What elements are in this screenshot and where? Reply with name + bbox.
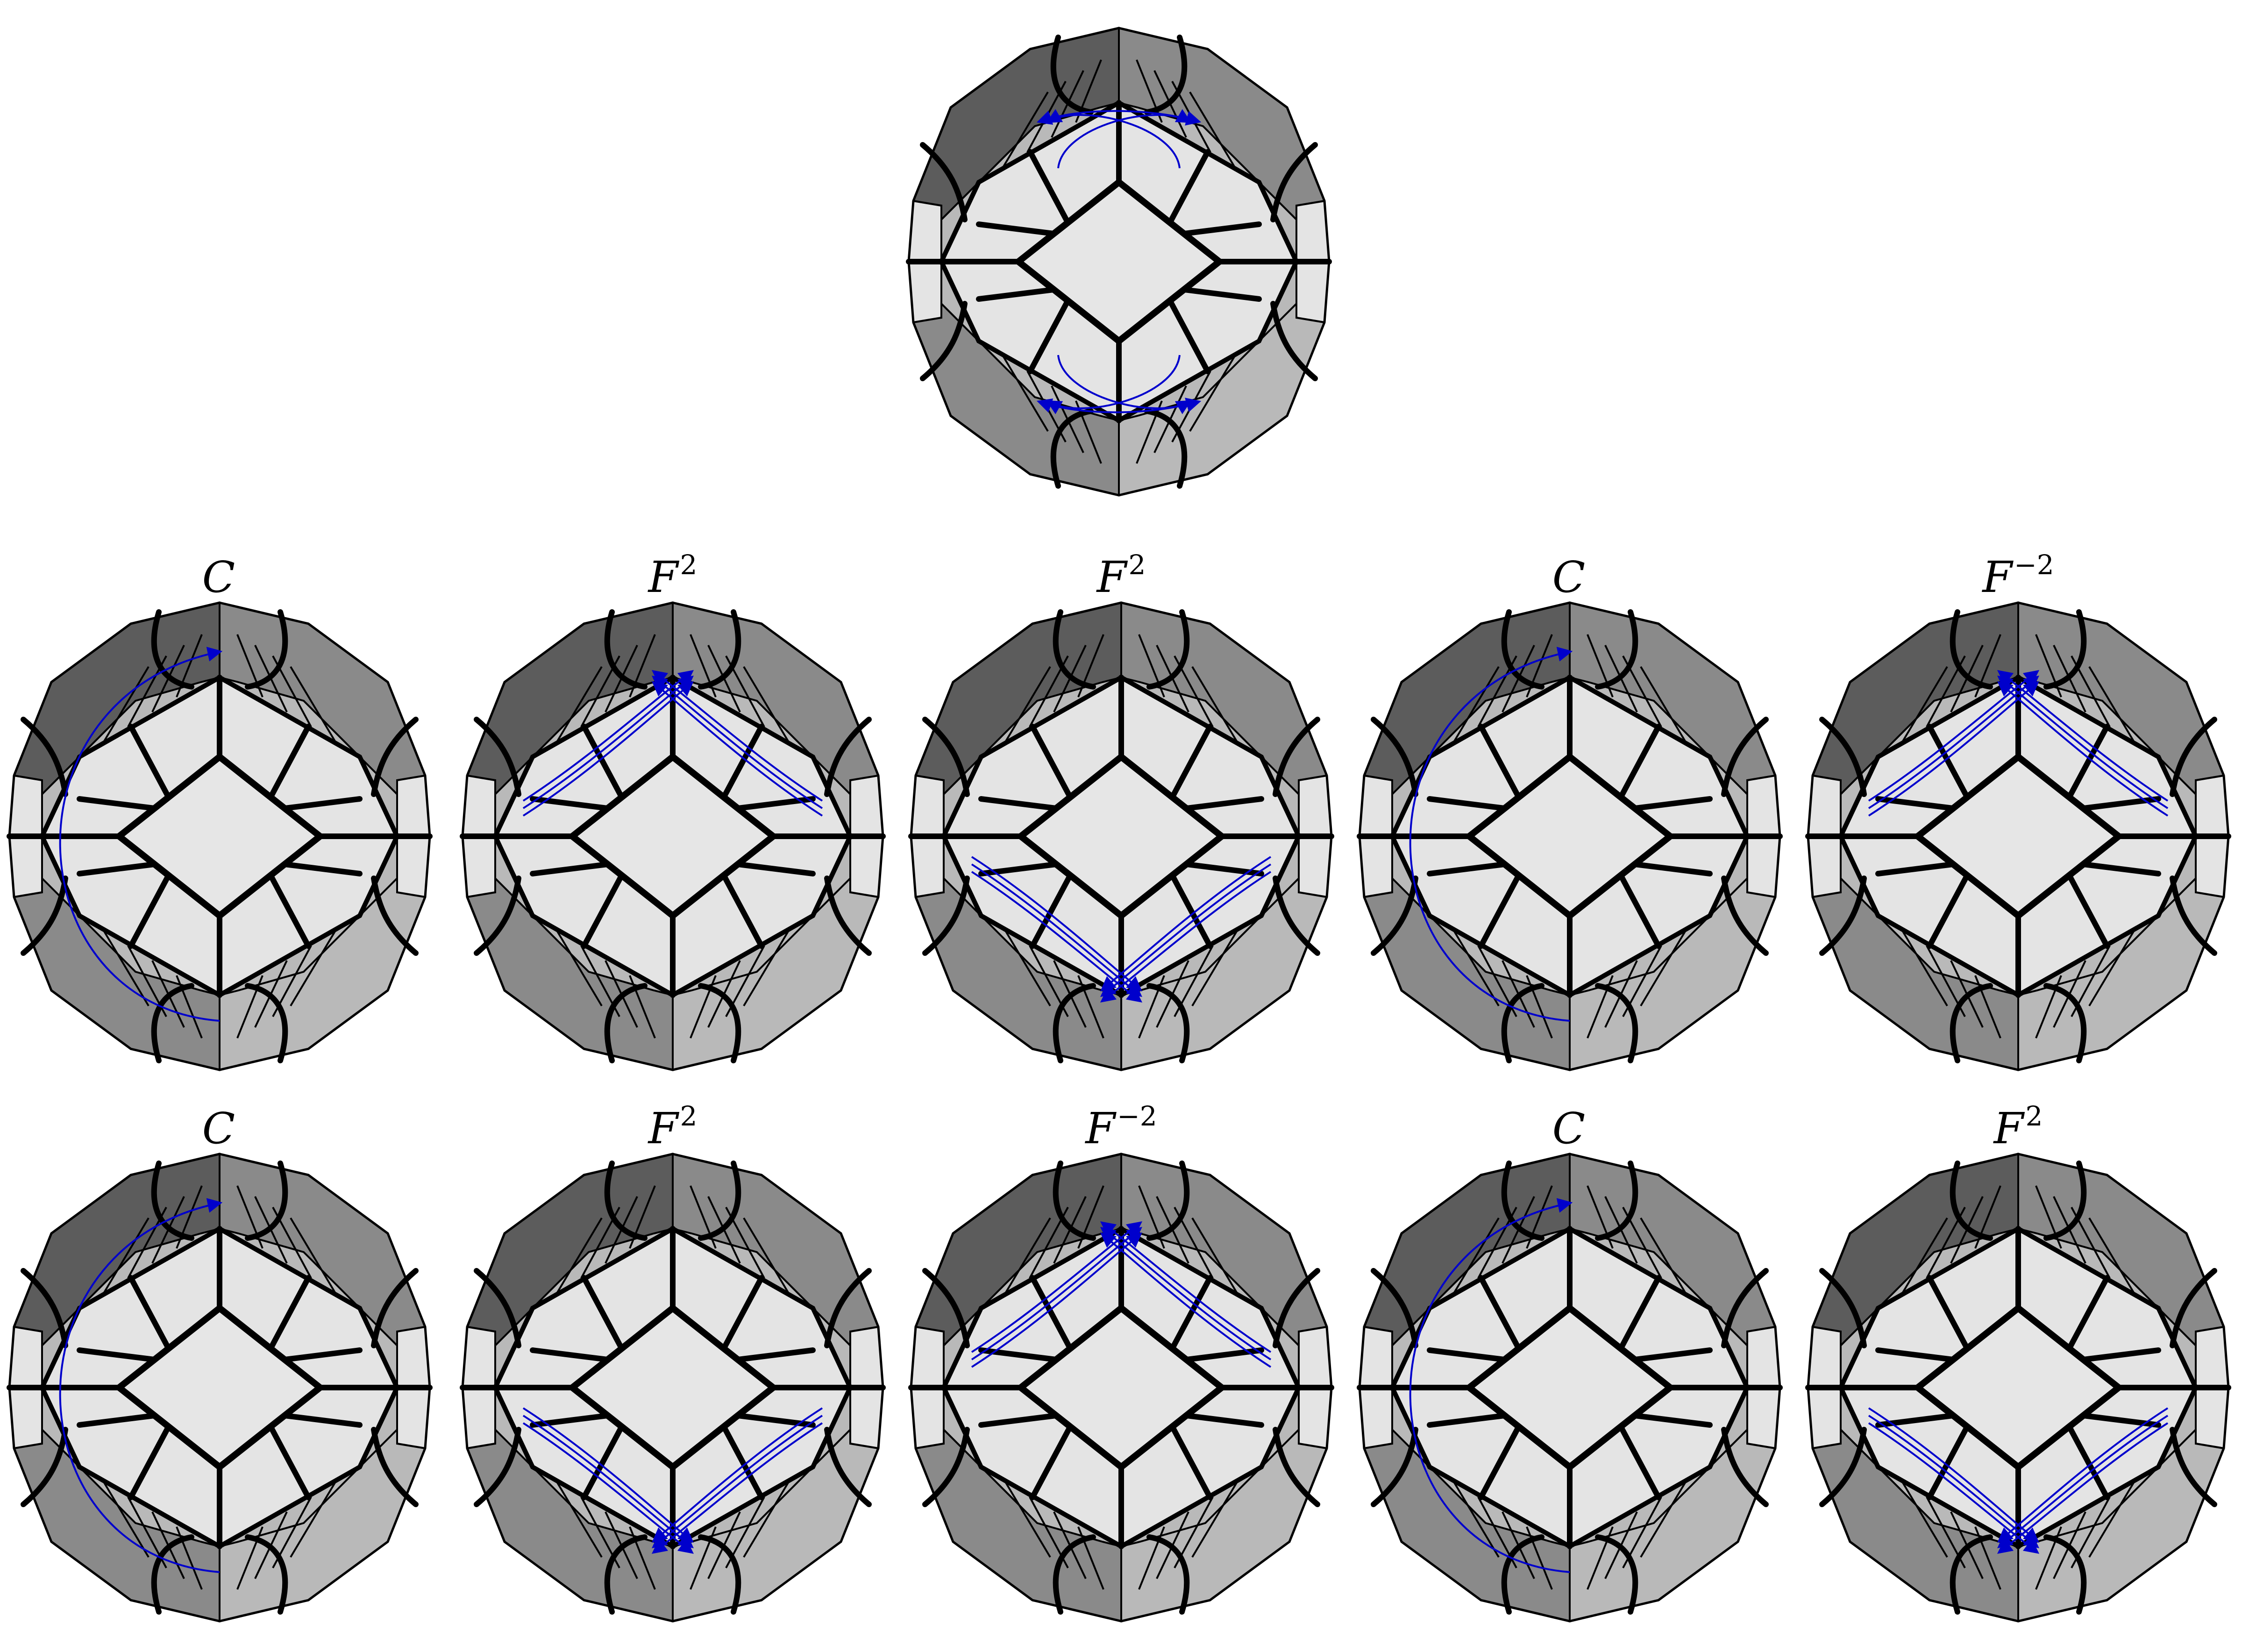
move-arrow	[651, 670, 823, 802]
move-arrows	[1409, 647, 1573, 1022]
move-label: F2	[1096, 549, 1146, 602]
move-arrows	[971, 856, 1272, 1003]
move-label: C	[1552, 1104, 1586, 1154]
puzzle-view	[460, 601, 886, 1071]
puzzle-view	[1805, 1153, 2231, 1623]
move-arrow	[1100, 1227, 1272, 1360]
move-arrow	[1100, 1221, 1272, 1353]
move-label: C	[202, 1104, 235, 1154]
move-arrow	[1057, 355, 1192, 414]
move-arrow	[1997, 681, 2169, 817]
move-arrows	[1409, 1198, 1573, 1573]
move-arrow	[971, 863, 1142, 997]
move-arrow	[971, 856, 1142, 992]
move-label: C	[1552, 552, 1586, 602]
move-arrow	[1057, 109, 1192, 169]
move-arrow	[1868, 1407, 2039, 1543]
move-arrow	[1409, 647, 1573, 1022]
move-arrow	[1100, 856, 1272, 992]
move-arrows	[59, 1198, 223, 1573]
move-arrow	[522, 1415, 694, 1548]
move-arrow	[522, 670, 694, 802]
move-arrow	[1409, 1198, 1573, 1573]
move-label: F2	[648, 549, 698, 602]
move-arrows	[59, 647, 223, 1022]
move-arrow	[1046, 355, 1181, 414]
puzzle-view	[906, 27, 1332, 497]
puzzle-view	[1357, 601, 1783, 1071]
move-arrow	[1868, 676, 2039, 809]
move-arrows	[522, 670, 823, 817]
move-arrow	[652, 1415, 823, 1548]
move-arrow	[651, 1422, 823, 1554]
move-arrow	[1100, 1232, 1272, 1368]
move-arrow	[59, 1198, 223, 1573]
move-arrow	[1997, 670, 2169, 802]
move-arrow	[522, 676, 694, 809]
move-label: F2	[648, 1100, 698, 1154]
move-arrow	[971, 1221, 1143, 1353]
move-arrow	[1046, 109, 1181, 169]
move-arrow	[1868, 681, 2039, 817]
move-arrow	[1100, 863, 1272, 997]
move-arrow	[1997, 1407, 2169, 1543]
puzzle-view	[908, 601, 1334, 1071]
move-arrow	[1868, 1422, 2040, 1554]
puzzle-view	[460, 1153, 886, 1623]
move-arrow	[971, 871, 1143, 1003]
move-arrow	[1997, 1422, 2169, 1554]
move-label: C	[202, 552, 235, 602]
move-arrow	[1868, 1415, 2039, 1548]
move-label: F−2	[1982, 549, 2054, 602]
move-arrows	[1868, 1407, 2169, 1554]
move-arrow	[1997, 676, 2169, 809]
move-arrow	[522, 1422, 694, 1554]
puzzle-view	[7, 601, 433, 1071]
puzzle-view	[908, 1153, 1334, 1623]
move-arrow	[1100, 871, 1272, 1003]
move-arrow	[971, 1227, 1142, 1360]
move-arrows	[1868, 670, 2169, 817]
move-arrow	[1997, 1415, 2169, 1548]
move-arrow	[1868, 670, 2040, 802]
move-label: F−2	[1085, 1100, 1157, 1154]
puzzle-view	[1805, 601, 2231, 1071]
move-arrows	[522, 1407, 823, 1554]
move-arrows	[1036, 109, 1202, 414]
move-arrows	[971, 1221, 1272, 1368]
puzzle-view	[1357, 1153, 1783, 1623]
move-arrow	[522, 681, 694, 817]
move-label: F2	[1993, 1100, 2043, 1154]
move-arrow	[59, 647, 223, 1022]
puzzle-view	[7, 1153, 433, 1623]
move-arrow	[652, 1407, 823, 1543]
move-arrow	[522, 1407, 694, 1543]
move-arrow	[971, 1232, 1142, 1368]
move-arrow	[652, 681, 823, 817]
move-arrow	[652, 676, 823, 809]
